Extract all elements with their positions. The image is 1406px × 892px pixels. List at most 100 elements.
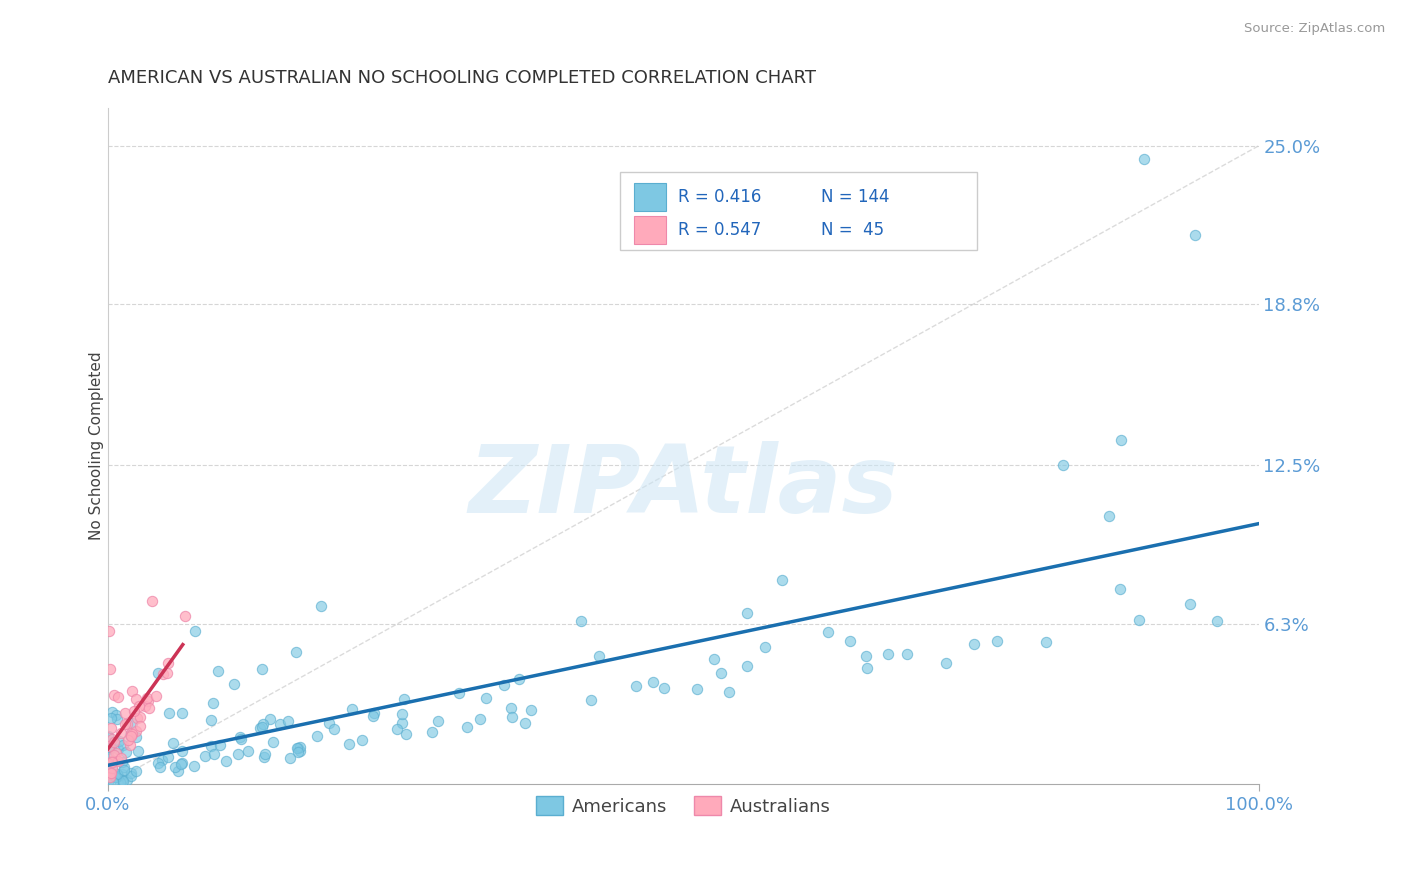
- Point: [157, 706, 180, 720]
- Point: [278, 751, 301, 765]
- Point: [125, 723, 148, 738]
- Point: [97, 757, 120, 772]
- Point: [103, 754, 125, 768]
- Point: [288, 739, 311, 754]
- Point: [141, 593, 163, 607]
- Point: [100, 741, 122, 756]
- Point: [1109, 433, 1132, 447]
- Point: [624, 679, 647, 693]
- Point: [172, 756, 194, 770]
- Point: [643, 675, 665, 690]
- Point: [121, 727, 143, 741]
- Point: [569, 614, 592, 628]
- Point: [288, 744, 311, 758]
- Y-axis label: No Schooling Completed: No Schooling Completed: [90, 351, 104, 541]
- Point: [252, 716, 274, 731]
- Point: [112, 763, 135, 777]
- Point: [107, 754, 129, 768]
- Point: [120, 728, 142, 742]
- Point: [103, 688, 125, 702]
- Point: [111, 772, 134, 787]
- Point: [501, 709, 523, 723]
- Point: [839, 634, 862, 648]
- Point: [1052, 458, 1074, 472]
- Point: [156, 749, 179, 764]
- Point: [157, 657, 180, 671]
- Point: [986, 634, 1008, 648]
- Point: [104, 770, 127, 784]
- Point: [124, 704, 146, 718]
- Point: [172, 744, 194, 758]
- Point: [1128, 613, 1150, 627]
- Point: [337, 738, 360, 752]
- Point: [165, 760, 187, 774]
- Point: [127, 744, 149, 758]
- Point: [499, 701, 522, 715]
- Point: [104, 769, 127, 783]
- Point: [101, 755, 124, 769]
- Point: [105, 746, 128, 760]
- Point: [128, 698, 150, 713]
- Point: [305, 729, 328, 743]
- Bar: [634, 216, 666, 244]
- Point: [896, 647, 918, 661]
- Text: ZIPAtlas: ZIPAtlas: [468, 441, 898, 533]
- Point: [97, 729, 120, 743]
- Point: [1098, 509, 1121, 524]
- Point: [183, 759, 205, 773]
- Point: [129, 719, 152, 733]
- Point: [101, 705, 124, 719]
- Point: [508, 672, 530, 686]
- Point: [754, 640, 776, 654]
- Point: [427, 714, 450, 728]
- Point: [200, 739, 222, 753]
- Text: R = 0.547: R = 0.547: [678, 221, 761, 239]
- Point: [152, 753, 174, 767]
- Point: [108, 733, 131, 747]
- Point: [318, 716, 340, 731]
- Point: [110, 726, 132, 740]
- Point: [1184, 228, 1206, 243]
- Point: [105, 770, 128, 784]
- Point: [226, 747, 249, 761]
- Point: [125, 730, 148, 744]
- Point: [391, 716, 413, 731]
- Point: [111, 767, 134, 781]
- Point: [100, 732, 122, 747]
- Point: [285, 644, 308, 658]
- Point: [121, 715, 143, 730]
- Point: [309, 599, 332, 614]
- Text: AMERICAN VS AUSTRALIAN NO SCHOOLING COMPLETED CORRELATION CHART: AMERICAN VS AUSTRALIAN NO SCHOOLING COMP…: [108, 69, 815, 87]
- Point: [172, 706, 194, 720]
- Point: [97, 773, 120, 788]
- Point: [395, 727, 418, 741]
- Point: [202, 747, 225, 762]
- Point: [209, 738, 232, 752]
- Point: [735, 606, 758, 620]
- Point: [250, 662, 273, 676]
- Point: [224, 677, 246, 691]
- Point: [112, 759, 135, 773]
- Point: [1205, 614, 1227, 628]
- Point: [121, 684, 143, 698]
- Point: [935, 656, 957, 670]
- Point: [855, 660, 877, 674]
- Point: [323, 722, 346, 736]
- Point: [100, 721, 122, 735]
- Point: [149, 759, 172, 773]
- Point: [581, 693, 603, 707]
- Point: [513, 716, 536, 731]
- Point: [101, 764, 124, 778]
- Point: [652, 681, 675, 695]
- Point: [710, 666, 733, 681]
- Point: [114, 717, 136, 731]
- Point: [492, 678, 515, 692]
- Point: [770, 573, 793, 587]
- Point: [127, 711, 149, 725]
- Point: [146, 666, 169, 681]
- Point: [134, 698, 156, 713]
- Point: [112, 739, 135, 753]
- Point: [215, 754, 238, 768]
- Point: [98, 740, 121, 755]
- Point: [107, 742, 129, 756]
